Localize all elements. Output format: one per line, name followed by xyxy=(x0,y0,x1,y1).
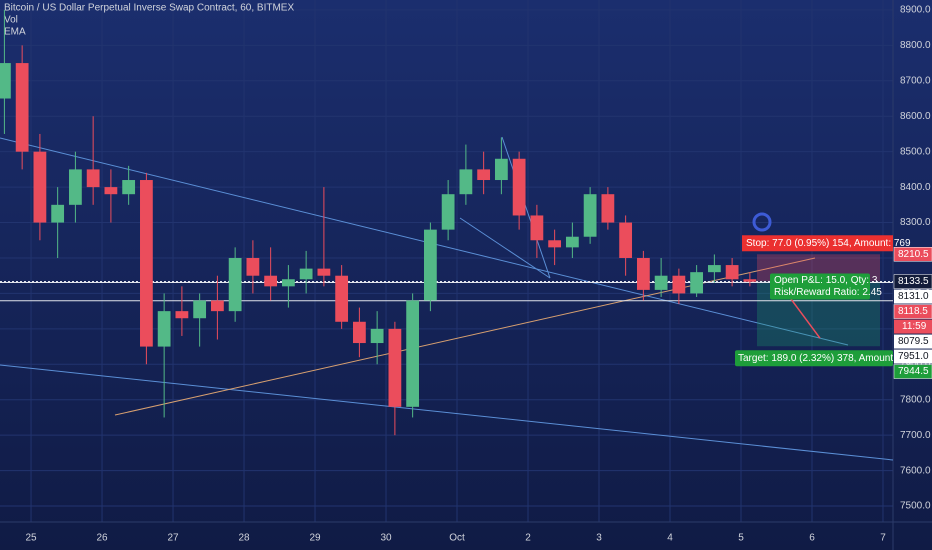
candle-body xyxy=(423,229,437,301)
price-label: 8133.5 xyxy=(898,276,929,287)
price-label: 7951.0 xyxy=(898,351,929,362)
candle-body xyxy=(601,194,615,223)
candle-body xyxy=(122,180,136,195)
candle-body xyxy=(335,275,349,322)
candle-body xyxy=(725,265,739,280)
candle-body xyxy=(388,328,402,407)
candle-body xyxy=(0,63,11,99)
y-tick-label: 8500.0 xyxy=(900,146,931,157)
candle-body xyxy=(636,257,650,290)
x-tick-label: Oct xyxy=(449,533,465,544)
trend-line xyxy=(501,136,551,279)
price-label-box xyxy=(894,334,932,349)
candle-body xyxy=(743,279,757,282)
candle-body xyxy=(441,194,455,230)
trend-line xyxy=(0,364,894,461)
price-label: 8079.5 xyxy=(898,336,929,347)
stop-label: Stop: 77.0 (0.95%) 154, Amount: 769 xyxy=(746,238,911,249)
logo xyxy=(752,212,772,232)
pnl-label: Open P&L: 15.0, Qty: 3 xyxy=(774,275,878,286)
candle-body xyxy=(690,272,704,294)
candle-body xyxy=(707,265,721,273)
candle-body xyxy=(548,240,562,248)
stop-label-box xyxy=(742,235,893,252)
price-label-box xyxy=(894,349,932,364)
candle-body xyxy=(140,180,153,347)
x-tick-label: 4 xyxy=(667,533,673,544)
y-tick-label: 8800.0 xyxy=(900,40,931,51)
trend-line xyxy=(459,217,551,279)
x-tick-label: 5 xyxy=(738,533,744,544)
x-tick-label: 27 xyxy=(167,533,179,544)
y-tick-label: 8700.0 xyxy=(900,75,931,86)
candle-body xyxy=(530,215,544,241)
candle-body xyxy=(317,268,331,276)
y-tick-label: 8600.0 xyxy=(900,111,931,122)
countdown: 11:59 xyxy=(902,321,927,332)
price-label-box xyxy=(894,289,932,304)
x-tick-label: 26 xyxy=(96,533,108,544)
y-tick-label: 7500.0 xyxy=(900,501,931,512)
price-label: 7944.5 xyxy=(898,366,929,377)
candle-body xyxy=(583,194,597,237)
candle-body xyxy=(477,169,491,181)
candle-body xyxy=(157,311,171,347)
x-tick-label: 29 xyxy=(309,533,321,544)
y-tick-label: 7800.0 xyxy=(900,394,931,405)
price-label: 8131.0 xyxy=(898,291,929,302)
candle-body xyxy=(69,169,82,205)
candle-body xyxy=(352,321,366,344)
candle-body xyxy=(15,63,29,152)
candle-body xyxy=(175,311,189,319)
x-tick-label: 2 xyxy=(525,533,531,544)
candle-body xyxy=(211,300,224,312)
candle-body xyxy=(619,222,633,258)
price-label-box xyxy=(893,304,932,319)
y-tick-label: 7600.0 xyxy=(900,465,931,476)
pnl-label-box xyxy=(770,273,870,300)
y-tick-label: 8400.0 xyxy=(900,182,931,193)
candle-body xyxy=(672,275,686,294)
candle-body xyxy=(246,257,260,276)
x-tick-label: 25 xyxy=(25,533,37,544)
candle-body xyxy=(494,158,508,181)
y-tick-label: 7700.0 xyxy=(900,430,931,441)
indicator-label: Vol xyxy=(4,15,18,26)
candle-body xyxy=(654,275,668,290)
candle-body xyxy=(565,236,579,248)
target-label-box xyxy=(735,350,893,367)
x-tick-label: 3 xyxy=(596,533,602,544)
price-label-box xyxy=(893,247,932,262)
indicator-label: EMA xyxy=(4,27,26,38)
candle-body xyxy=(512,158,526,216)
candle-body xyxy=(86,169,100,188)
y-tick-label: 8900.0 xyxy=(900,5,931,16)
candle-body xyxy=(264,275,278,287)
x-tick-label: 6 xyxy=(809,533,815,544)
countdown-box xyxy=(894,319,932,334)
candle-body xyxy=(33,151,47,223)
chart-title: Bitcoin / US Dollar Perpetual Inverse Sw… xyxy=(4,3,294,14)
price-label: 8118.5 xyxy=(898,306,928,317)
candle-body xyxy=(228,257,242,312)
target-label: Target: 189.0 (2.32%) 378, Amount: 15 xyxy=(738,353,910,364)
price-label: 8210.5 xyxy=(898,249,929,260)
price-label-box xyxy=(893,364,932,379)
candle-body xyxy=(193,300,207,319)
price-label-box xyxy=(893,274,932,289)
ratio-label: Risk/Reward Ratio: 2.45 xyxy=(774,287,882,298)
candle-body xyxy=(406,300,420,407)
x-tick-label: 28 xyxy=(238,533,250,544)
candle-body xyxy=(51,204,65,223)
y-tick-label: 8300.0 xyxy=(900,217,931,228)
candle-body xyxy=(459,169,473,195)
x-tick-label: 30 xyxy=(380,533,392,544)
candle-body xyxy=(370,328,384,344)
candle-body xyxy=(104,187,118,195)
x-tick-label: 7 xyxy=(880,533,886,544)
candle-body xyxy=(281,279,295,287)
candle-body xyxy=(299,268,313,280)
